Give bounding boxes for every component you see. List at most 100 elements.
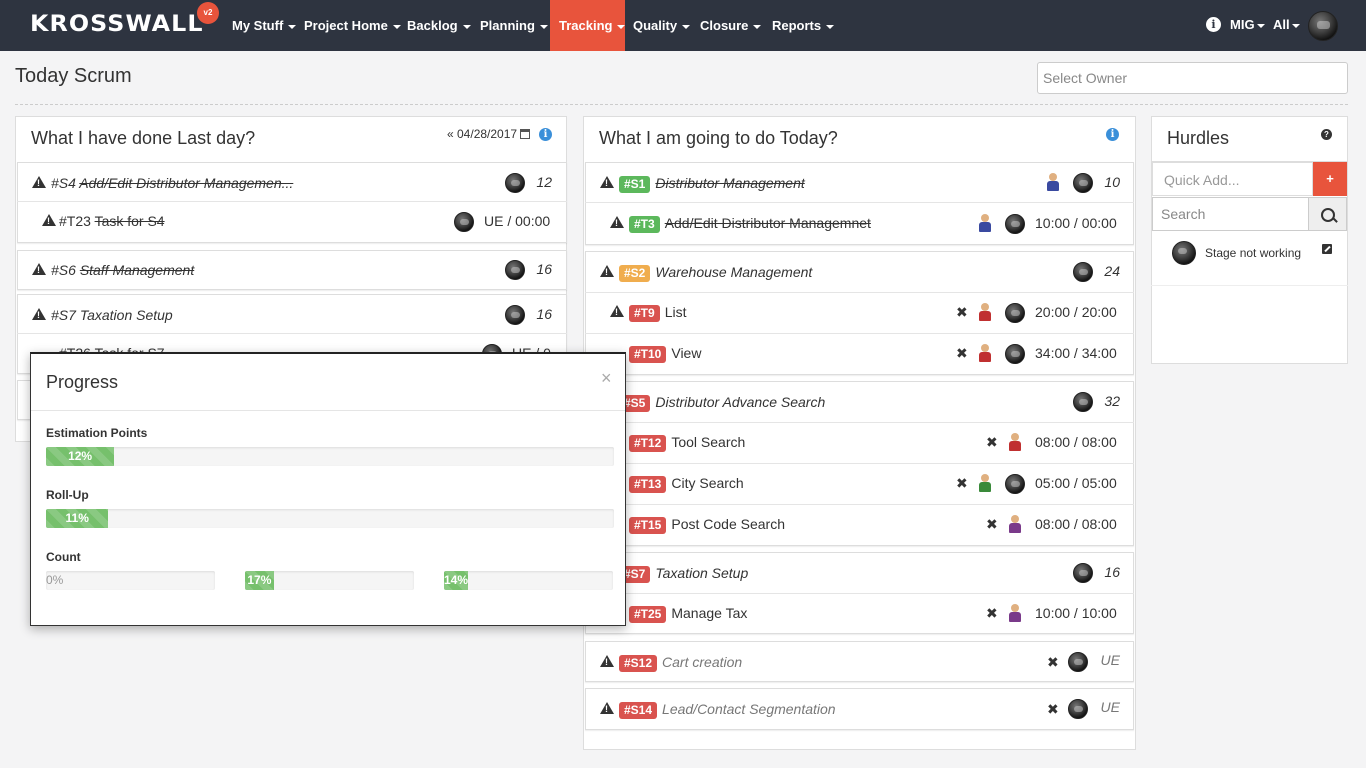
task-title[interactable]: #T25 Manage Tax (629, 605, 747, 623)
task-time: 08:00 / 08:00 (1035, 434, 1117, 450)
info-icon[interactable]: i (1206, 17, 1221, 32)
owner-avatar (1073, 173, 1093, 193)
info-icon[interactable]: i (1106, 128, 1119, 141)
estimation-progress-bar: 12% (46, 447, 614, 466)
warning-icon (600, 176, 614, 188)
story-id-badge: #S1 (619, 176, 651, 193)
task-title[interactable]: #T9 List (629, 304, 686, 322)
task-title[interactable]: #T15 Post Code Search (629, 516, 785, 534)
done-panel-title: What I have done Last day? (31, 128, 256, 148)
task-title[interactable]: #T13 City Search (629, 475, 744, 493)
story-id-badge: #S2 (619, 265, 651, 282)
story-title[interactable]: #S2 Warehouse Management (619, 264, 812, 282)
remove-icon[interactable]: ✖ (986, 516, 998, 532)
org-dropdown[interactable]: MIG (1230, 0, 1265, 51)
task-time: UE / 00:00 (484, 213, 551, 229)
warning-icon (32, 263, 46, 275)
owner-avatar (505, 260, 525, 280)
owner-avatar (505, 305, 525, 325)
nav-reports[interactable]: Reports (763, 0, 843, 51)
task-title[interactable]: #T10 View (629, 345, 701, 363)
assignee-avatar (1005, 603, 1025, 623)
story-title[interactable]: #S4 Add/Edit Distributor Managemen... (51, 175, 294, 191)
task-time: 34:00 / 34:00 (1035, 345, 1117, 361)
story-title[interactable]: #S7 Taxation Setup (51, 307, 173, 323)
row-divider (585, 504, 1134, 505)
caret-down-icon (682, 24, 691, 29)
add-hurdle-button[interactable]: + (1313, 162, 1347, 196)
hurdle-search-input[interactable]: Search (1152, 197, 1309, 231)
warning-icon (42, 214, 56, 226)
nav-my-stuff[interactable]: My Stuff (223, 0, 305, 51)
task-time: 10:00 / 00:00 (1035, 215, 1117, 231)
close-icon[interactable]: × (601, 368, 612, 388)
count-progress-text: 0% (46, 573, 64, 587)
task-id-badge: #T3 (629, 216, 660, 233)
brand-logo[interactable]: KROSSWALL (30, 12, 204, 37)
hurdle-item[interactable]: Stage not working (1205, 246, 1302, 260)
story-points: 16 (536, 261, 552, 277)
owner-avatar (1005, 474, 1025, 494)
nav-tracking[interactable]: Tracking (550, 0, 626, 51)
warning-icon (32, 308, 46, 320)
owner-avatar (1073, 563, 1093, 583)
row-divider (585, 292, 1134, 293)
warning-icon (32, 176, 46, 188)
scope-dropdown[interactable]: All (1273, 0, 1300, 51)
nav-quality[interactable]: Quality (624, 0, 699, 51)
warning-icon (600, 265, 614, 277)
header-divider (15, 104, 1348, 105)
story-title[interactable]: #S5 Distributor Advance Search (619, 394, 825, 412)
row-divider (585, 463, 1134, 464)
owner-avatar (1005, 303, 1025, 323)
story-points: 32 (1104, 393, 1120, 409)
nav-closure[interactable]: Closure (691, 0, 770, 51)
row-divider (585, 333, 1134, 334)
task-title[interactable]: #T23 Task for S4 (59, 213, 165, 229)
edit-icon[interactable] (1322, 244, 1332, 254)
assignee-avatar (975, 343, 995, 363)
count-progress-fill: 14% (444, 571, 468, 590)
count-label: Count (46, 550, 81, 564)
remove-icon[interactable]: ✖ (1047, 701, 1059, 717)
story-title[interactable]: #S6 Staff Management (51, 262, 195, 278)
remove-icon[interactable]: ✖ (956, 304, 968, 320)
story-title[interactable]: #S14 Lead/Contact Segmentation (619, 701, 836, 719)
task-id-badge: #T13 (629, 476, 667, 493)
owner-avatar (1073, 262, 1093, 282)
quick-add-input[interactable]: Quick Add... (1152, 162, 1313, 196)
task-id-badge: #T12 (629, 435, 667, 452)
story-title[interactable]: #S1 Distributor Management (619, 175, 805, 193)
date-nav[interactable]: « 04/28/2017 (447, 127, 531, 141)
remove-icon[interactable]: ✖ (956, 475, 968, 491)
task-title[interactable]: #T3 Add/Edit Distributor Managemnet (629, 215, 871, 233)
search-button[interactable] (1308, 197, 1347, 231)
remove-icon[interactable]: ✖ (1047, 654, 1059, 670)
story-points: 24 (1104, 263, 1120, 279)
task-title[interactable]: #T12 Tool Search (629, 434, 745, 452)
hurdles-divider (1151, 161, 1348, 162)
story-title[interactable]: #S7 Taxation Setup (619, 565, 748, 583)
story-points: UE (1100, 699, 1120, 715)
help-icon[interactable]: ? (1321, 129, 1332, 140)
nav-planning[interactable]: Planning (471, 0, 557, 51)
nav-backlog[interactable]: Backlog (398, 0, 480, 51)
story-points: 16 (536, 306, 552, 322)
select-owner-dropdown[interactable]: Select Owner (1037, 62, 1348, 94)
remove-icon[interactable]: ✖ (986, 434, 998, 450)
calendar-icon[interactable] (520, 129, 531, 139)
hurdles-divider (1151, 285, 1348, 286)
info-icon[interactable]: i (539, 128, 552, 141)
rollup-label: Roll-Up (46, 488, 89, 502)
user-avatar[interactable] (1308, 11, 1338, 41)
modal-divider (31, 410, 625, 411)
caret-down-icon (753, 24, 762, 29)
remove-icon[interactable]: ✖ (986, 605, 998, 621)
caret-down-icon (826, 24, 835, 29)
story-title[interactable]: #S12 Cart creation (619, 654, 742, 672)
caret-down-icon (392, 24, 401, 29)
nav-project-home[interactable]: Project Home (295, 0, 410, 51)
remove-icon[interactable]: ✖ (956, 345, 968, 361)
hurdles-title: Hurdles (1167, 128, 1230, 148)
warning-icon (610, 305, 624, 317)
